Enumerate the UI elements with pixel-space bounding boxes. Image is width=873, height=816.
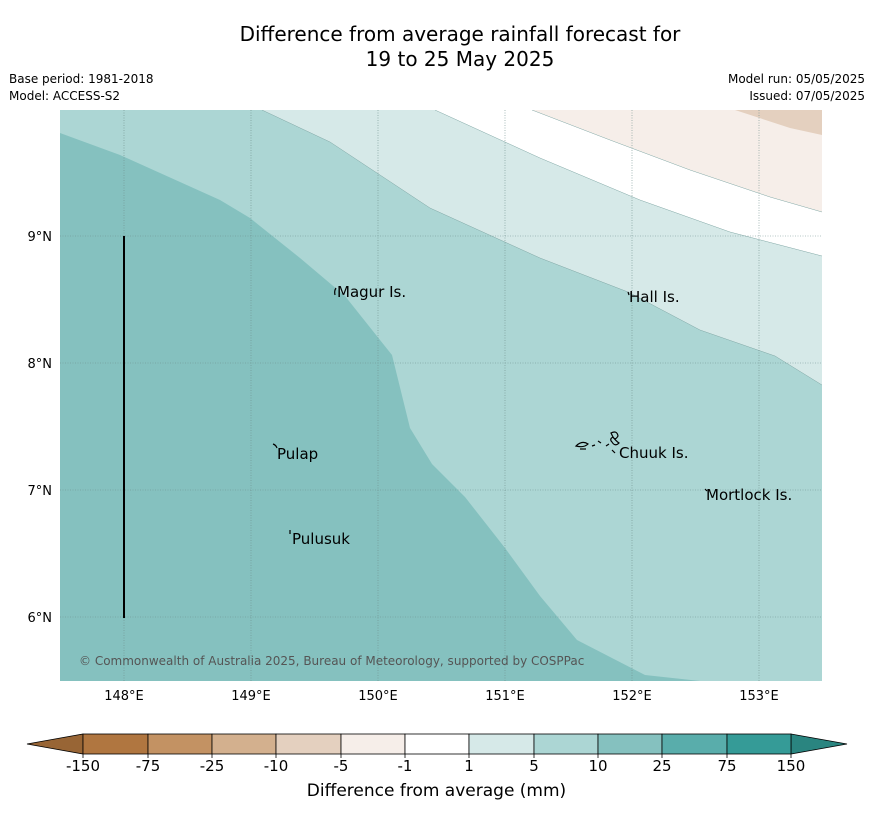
colorbar-tick-label: 10 xyxy=(588,757,607,775)
band-dark-teal xyxy=(60,133,700,681)
colorbar-segment-0 xyxy=(82,733,149,755)
base-period-text: Base period: 1981-2018 xyxy=(9,72,154,86)
island-outline-4 xyxy=(704,488,708,492)
lon-label: 148°E xyxy=(104,689,144,704)
colorbar-segment-8 xyxy=(597,733,663,755)
label-hall: Hall Is. xyxy=(629,288,680,306)
lat-label: 9°N xyxy=(28,230,53,245)
band-brown xyxy=(735,110,822,135)
colorbar-segment-1 xyxy=(147,733,213,755)
lon-label: 151°E xyxy=(485,689,525,704)
issued-text: Issued: 07/05/2025 xyxy=(749,89,865,103)
lat-label: 7°N xyxy=(28,484,53,499)
map-area xyxy=(60,110,822,681)
island-outline-5 xyxy=(574,441,589,448)
lon-label: 149°E xyxy=(231,689,271,704)
colorbar-segment-5 xyxy=(404,733,470,755)
meta-right: Model run: 05/05/2025 Issued: 07/05/2025 xyxy=(728,71,865,105)
colorbar-segment-7 xyxy=(533,733,599,755)
colorbar-segment-6 xyxy=(468,733,535,755)
label-mortlock: Mortlock Is. xyxy=(706,486,792,504)
colorbar-tick-label: -5 xyxy=(334,757,349,775)
lon-label: 150°E xyxy=(358,689,398,704)
colorbar-label: Difference from average (mm) xyxy=(306,781,567,801)
island-outline-7 xyxy=(591,444,596,447)
title-line-1: Difference from average rainfall forecas… xyxy=(239,22,681,46)
model-text: Model: ACCESS-S2 xyxy=(9,89,121,103)
label-chuuk: Chuuk Is. xyxy=(619,444,688,462)
colorbar: -150 -75 -25 -10 -5 -1 1 5 10 25 75 150 xyxy=(26,733,848,775)
island-outline-8 xyxy=(597,440,602,444)
colorbar-tick-label: 5 xyxy=(529,757,539,775)
band-light-brown xyxy=(532,110,822,212)
lon-label: 152°E xyxy=(612,689,652,704)
lat-label: 8°N xyxy=(28,357,53,372)
colorbar-segment-3 xyxy=(275,733,342,755)
colorbar-tick-label: 1 xyxy=(464,757,474,775)
colorbar-segment-9 xyxy=(661,733,728,755)
label-pulap: Pulap xyxy=(277,445,318,463)
label-magur: Magur Is. xyxy=(337,283,406,301)
copyright-text: © Commonwealth of Australia 2025, Bureau… xyxy=(79,654,584,668)
colorbar-low-arrow xyxy=(26,733,84,755)
colorbar-tick-label: 25 xyxy=(652,757,671,775)
colorbar-high-arrow xyxy=(790,733,848,755)
lon-label: 153°E xyxy=(739,689,779,704)
longitude-labels: 148°E 149°E 150°E 151°E 152°E 153°E xyxy=(104,689,779,704)
colorbar-tick-label: -150 xyxy=(66,757,100,775)
colorbar-tick-label: 150 xyxy=(777,757,806,775)
island-outline-1 xyxy=(627,291,630,296)
colorbar-tick-label: -1 xyxy=(398,757,413,775)
island-outline-10 xyxy=(610,431,620,446)
map-title: Difference from average rainfall forecas… xyxy=(0,22,873,72)
colorbar-segment-4 xyxy=(340,733,406,755)
meta-left: Base period: 1981-2018 Model: ACCESS-S2 xyxy=(9,71,154,105)
island-outline-0 xyxy=(334,287,337,296)
colorbar-tick-label: -25 xyxy=(200,757,225,775)
model-run-text: Model run: 05/05/2025 xyxy=(727,72,865,86)
colorbar-segment-2 xyxy=(211,733,277,755)
title-line-2: 19 to 25 May 2025 xyxy=(365,47,555,71)
colorbar-tick-label: -10 xyxy=(264,757,289,775)
lat-label: 6°N xyxy=(28,611,53,626)
label-pulusuk: Pulusuk xyxy=(292,530,350,548)
band-edges xyxy=(261,110,822,386)
island-outline-2 xyxy=(272,443,278,449)
islands xyxy=(272,287,708,534)
latitude-labels: 9°N 8°N 7°N 6°N xyxy=(28,230,53,626)
colorbar-tick-label: -75 xyxy=(136,757,161,775)
colorbar-tick-label: 75 xyxy=(717,757,736,775)
island-outline-9 xyxy=(605,443,610,447)
island-outline-11 xyxy=(611,449,616,454)
colorbar-segment-10 xyxy=(726,733,792,755)
